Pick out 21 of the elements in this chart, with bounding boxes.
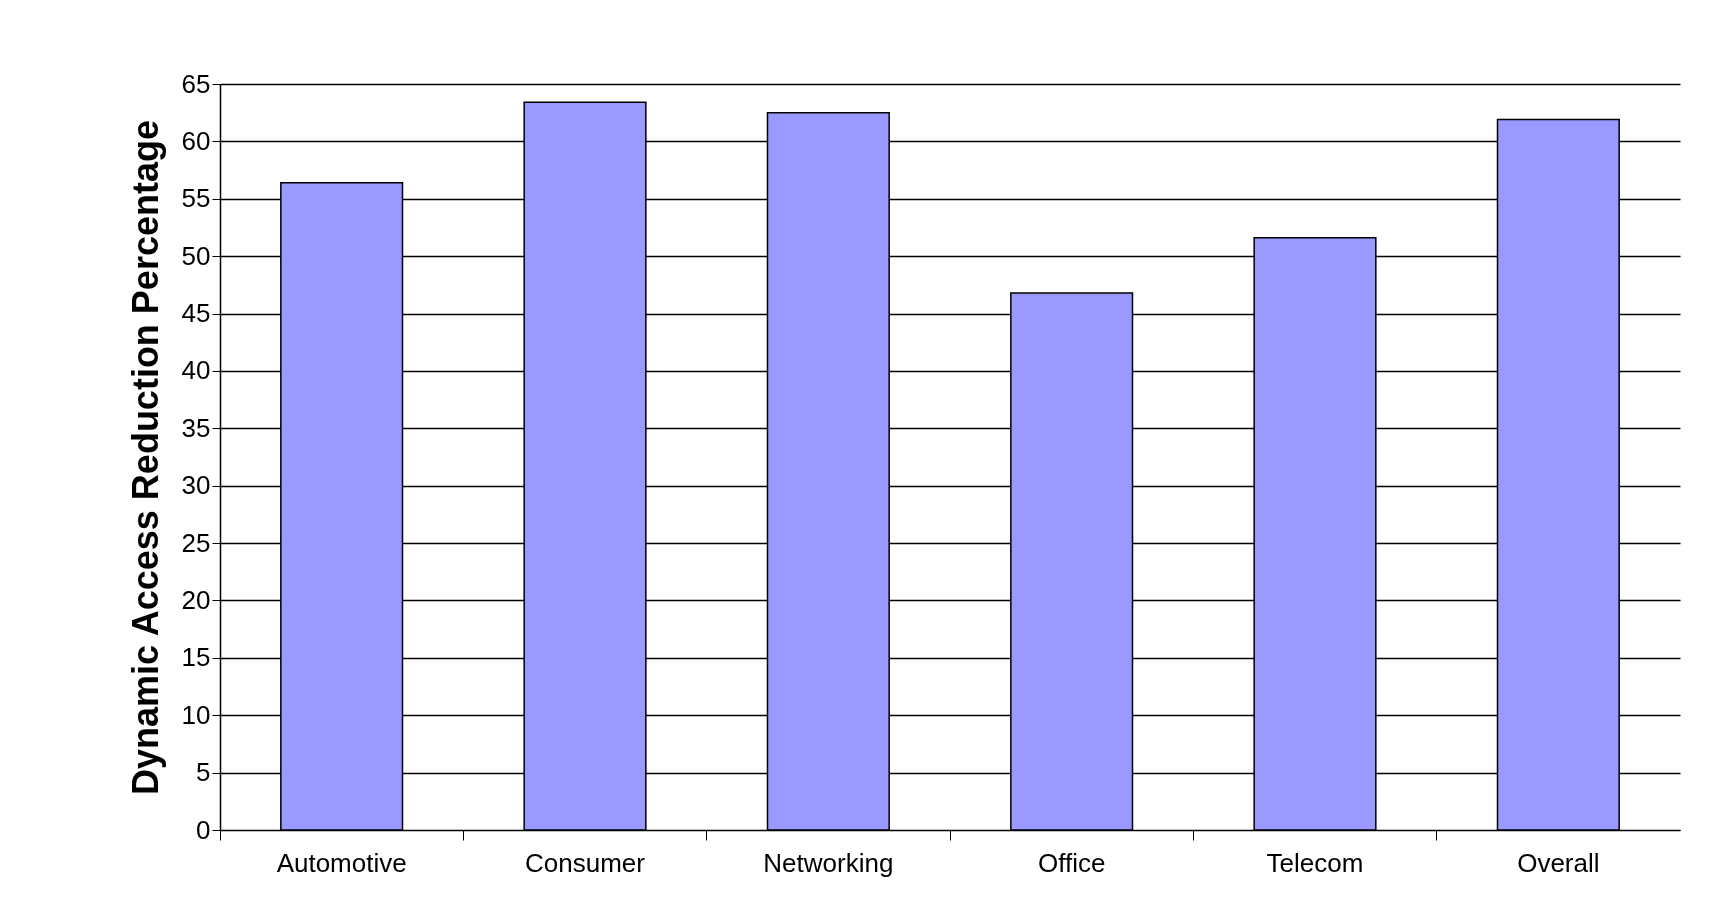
x-tick-label: Office	[1037, 847, 1106, 878]
y-tick-label: 45	[181, 298, 211, 329]
y-tick-label: 65	[181, 68, 211, 99]
y-tick-label: 50	[181, 240, 211, 271]
y-tick-label: 30	[181, 470, 211, 501]
y-tick-label: 5	[196, 757, 211, 788]
y-tick-label: 60	[181, 125, 211, 156]
y-tick-label: 20	[181, 584, 211, 615]
y-tick-label: 10	[181, 699, 211, 730]
x-tick-label: Networking	[763, 847, 894, 878]
y-tick-label: 40	[181, 355, 211, 386]
x-tick-label: Telecom	[1266, 847, 1364, 878]
y-tick-label: 25	[181, 527, 211, 558]
y-tick-label: 0	[196, 814, 211, 845]
x-tick-label: Overall	[1517, 847, 1600, 878]
y-tick-label: 15	[181, 642, 211, 673]
x-tick-label: Automotive	[276, 847, 407, 878]
x-tick-label: Consumer	[525, 847, 646, 878]
y-tick-label: 55	[181, 183, 211, 214]
y-tick-label: 35	[181, 412, 211, 443]
y-axis-title: Dynamic Access Reduction Percentage	[124, 120, 166, 795]
